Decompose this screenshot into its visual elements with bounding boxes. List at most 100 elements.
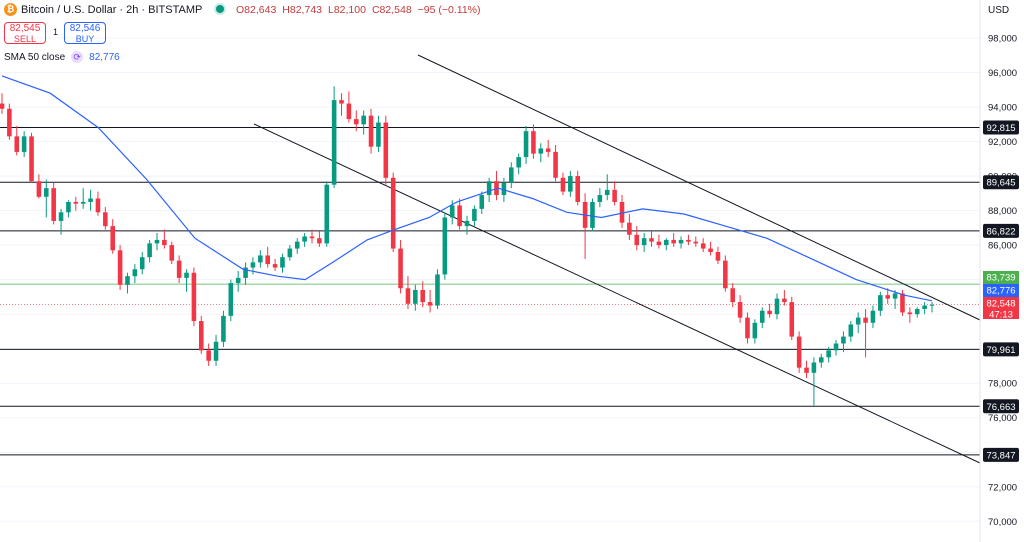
price-tick-label: 70,000 <box>988 517 1017 528</box>
buy-price: 82,546 <box>69 23 101 34</box>
candle-body <box>671 239 676 244</box>
candle-body <box>619 201 625 223</box>
candle-body <box>317 238 322 244</box>
candle-body <box>73 201 79 204</box>
candle-body <box>782 298 787 303</box>
price-tick-label: 94,000 <box>988 103 1017 114</box>
candle-body <box>826 350 831 358</box>
candle-body <box>878 295 883 311</box>
candle-body <box>198 321 204 351</box>
candle-body <box>796 336 802 368</box>
currency-label[interactable]: USD <box>988 5 1010 16</box>
price-marker-label: 82,548 <box>986 299 1015 310</box>
candle-body <box>88 198 93 202</box>
buy-button[interactable]: 82,546 BUY <box>64 22 106 44</box>
candle-body <box>213 341 219 361</box>
candle-body <box>361 115 366 125</box>
candle-body <box>21 136 27 152</box>
candle-body <box>818 357 824 363</box>
price-axis-markers: 92,815 89,645 86,822 79,961 76,663 73,847 83,7… <box>983 120 1019 462</box>
candle-body <box>353 119 359 125</box>
candle-body <box>376 122 381 147</box>
candle-body <box>258 255 263 263</box>
trendlines[interactable] <box>253 54 981 464</box>
level-label: 76,663 <box>986 402 1015 413</box>
level-label-bg <box>983 223 1019 238</box>
candle-body <box>914 308 920 315</box>
trendline <box>417 54 981 321</box>
candle-body <box>531 131 536 154</box>
candle-body <box>95 198 101 213</box>
candle-body <box>575 176 581 202</box>
candle-body <box>324 184 330 244</box>
price-marker-bg <box>983 271 1019 284</box>
candle-body <box>191 272 197 322</box>
candle-body <box>346 103 352 120</box>
candle-body <box>486 181 492 196</box>
candle-body <box>103 212 108 227</box>
change-value: −95 (−0.11%) <box>417 4 481 16</box>
price-tick-label: 88,000 <box>988 206 1017 217</box>
candle-body <box>139 257 145 270</box>
candle-body <box>383 122 389 178</box>
price-tick-label: 96,000 <box>988 68 1017 79</box>
level-label-bg <box>983 447 1019 462</box>
sma-50-line <box>1 75 933 302</box>
candle-body <box>560 177 566 192</box>
symbol-title[interactable]: Bitcoin / U.S. Dollar · 2h · BITSTAMP <box>21 4 203 16</box>
sma-indicator-legend[interactable]: SMA 50 close ⟳ 82,776 <box>4 51 120 63</box>
price-tick-label: 98,000 <box>988 33 1017 44</box>
market-status-icon[interactable] <box>216 5 224 13</box>
candle-body <box>0 103 5 109</box>
candle-body <box>457 205 462 227</box>
candle-body <box>110 226 116 251</box>
candle-body <box>29 136 34 182</box>
candle-body <box>58 212 64 221</box>
candle-body <box>745 317 750 339</box>
price-marker-label: 83,739 <box>986 273 1015 284</box>
candle-body <box>508 167 514 183</box>
candle-body <box>265 255 271 265</box>
high-value: H82,743 <box>282 4 322 16</box>
candle-body <box>14 136 20 152</box>
horizontal-level-lines <box>0 126 980 456</box>
candle-body <box>863 317 868 323</box>
candle-body <box>442 217 448 275</box>
candle-body <box>221 315 226 342</box>
price-tick-label: 92,000 <box>988 137 1017 148</box>
level-label: 92,815 <box>986 123 1015 134</box>
candle-body <box>900 293 905 313</box>
candle-body <box>649 238 654 242</box>
level-label: 73,847 <box>986 450 1015 461</box>
candle-body <box>501 182 507 196</box>
candle-body <box>892 293 898 299</box>
price-tick-label: 76,000 <box>988 413 1017 424</box>
sell-button[interactable]: 82,545 SELL <box>4 22 46 44</box>
buy-label: BUY <box>75 34 95 44</box>
candle-body <box>472 208 477 221</box>
candle-body <box>184 272 189 278</box>
candle-body <box>523 131 529 158</box>
candle-body <box>287 248 293 258</box>
indicator-loading-icon[interactable]: ⟳ <box>71 51 84 63</box>
candle-body <box>841 336 846 344</box>
candle-body <box>568 176 573 192</box>
candle-body <box>590 201 595 228</box>
candle-body <box>848 324 854 337</box>
candle-body <box>162 239 167 246</box>
candle-body <box>235 277 241 284</box>
spread-value: 1 <box>53 27 59 37</box>
candle-body <box>774 298 780 315</box>
candle-body <box>612 189 617 202</box>
candle-body <box>132 269 138 277</box>
candle-body <box>413 289 418 304</box>
candle-body <box>811 362 817 373</box>
candle-body <box>228 283 234 316</box>
trendline <box>253 123 981 464</box>
candle-body <box>206 350 211 361</box>
candle-body <box>117 250 123 285</box>
candle-body <box>43 188 49 197</box>
candle-body <box>708 248 713 253</box>
candle-body <box>759 310 765 323</box>
